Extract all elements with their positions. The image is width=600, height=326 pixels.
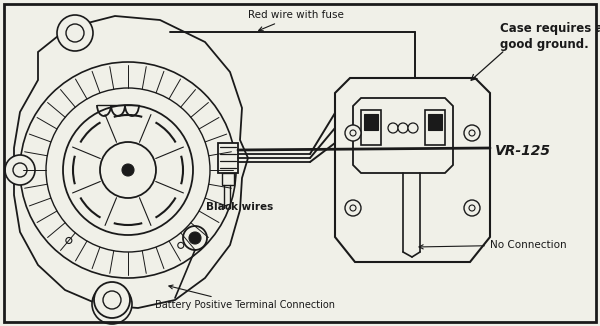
Circle shape bbox=[103, 291, 121, 309]
Polygon shape bbox=[14, 16, 248, 308]
Text: Black wires: Black wires bbox=[206, 202, 274, 212]
Bar bbox=[364, 114, 378, 130]
Circle shape bbox=[189, 232, 201, 244]
Circle shape bbox=[345, 200, 361, 216]
Bar bbox=[428, 114, 442, 130]
Circle shape bbox=[469, 130, 475, 136]
Circle shape bbox=[46, 88, 210, 252]
Circle shape bbox=[100, 142, 156, 198]
Circle shape bbox=[13, 163, 27, 177]
Bar bbox=[222, 173, 234, 185]
Circle shape bbox=[66, 237, 72, 244]
Text: Battery Positive Terminal Connection: Battery Positive Terminal Connection bbox=[155, 285, 335, 310]
Circle shape bbox=[66, 24, 84, 42]
Polygon shape bbox=[353, 98, 453, 173]
Circle shape bbox=[350, 130, 356, 136]
Circle shape bbox=[345, 125, 361, 141]
Circle shape bbox=[94, 282, 130, 318]
Circle shape bbox=[388, 123, 398, 133]
Polygon shape bbox=[335, 78, 490, 262]
Bar bbox=[218, 143, 238, 173]
Circle shape bbox=[398, 123, 408, 133]
Text: Case requires a
good ground.: Case requires a good ground. bbox=[500, 22, 600, 51]
Circle shape bbox=[464, 125, 480, 141]
Text: VR-125: VR-125 bbox=[495, 144, 551, 158]
Circle shape bbox=[122, 164, 134, 176]
Text: Red wire with fuse: Red wire with fuse bbox=[248, 10, 344, 31]
Circle shape bbox=[469, 205, 475, 211]
Circle shape bbox=[464, 200, 480, 216]
Circle shape bbox=[63, 105, 193, 235]
Circle shape bbox=[20, 62, 236, 278]
Circle shape bbox=[350, 205, 356, 211]
Circle shape bbox=[57, 15, 93, 51]
Circle shape bbox=[92, 284, 132, 324]
Circle shape bbox=[5, 155, 35, 185]
Circle shape bbox=[102, 294, 122, 314]
Circle shape bbox=[408, 123, 418, 133]
Bar bbox=[361, 110, 381, 145]
Circle shape bbox=[178, 242, 184, 248]
Circle shape bbox=[183, 226, 207, 250]
Bar bbox=[425, 110, 445, 145]
Text: No Connection: No Connection bbox=[419, 240, 566, 250]
